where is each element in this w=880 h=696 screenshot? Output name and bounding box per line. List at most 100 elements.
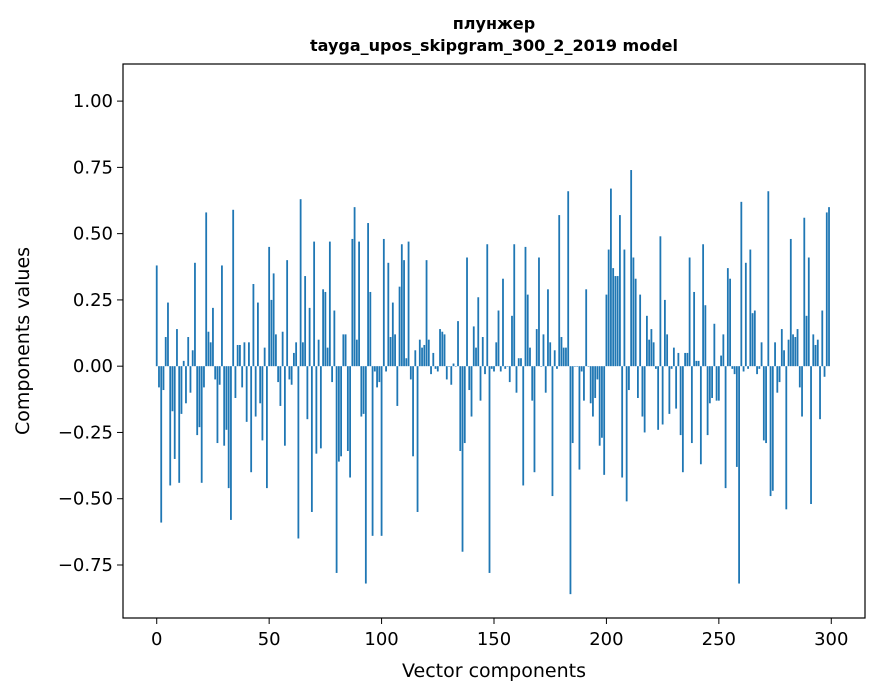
bar	[488, 366, 491, 573]
x-axis-ticks: 0 50 100 150 200 250 300	[151, 618, 848, 650]
bar	[733, 366, 736, 375]
bar	[753, 310, 756, 367]
bar	[155, 265, 158, 367]
bar	[270, 299, 273, 367]
bar	[227, 366, 230, 489]
bar	[189, 366, 192, 393]
bar	[695, 360, 698, 367]
bar	[657, 366, 660, 430]
bar	[342, 334, 345, 367]
bar	[686, 352, 689, 367]
bar	[511, 315, 513, 367]
x-tick-label: 0	[151, 629, 162, 650]
bar	[421, 347, 423, 367]
chart-subtitle: tayga_upos_skipgram_300_2_2019 model	[310, 36, 678, 55]
bar	[659, 236, 662, 367]
bar	[158, 366, 160, 388]
bar	[196, 366, 199, 436]
bar	[187, 337, 190, 367]
bar	[470, 366, 473, 417]
bar	[601, 366, 603, 438]
bar	[457, 321, 459, 367]
bar	[389, 337, 392, 367]
bar	[816, 339, 819, 367]
bar	[677, 352, 680, 367]
bar	[169, 366, 172, 486]
bar	[785, 366, 788, 510]
bar	[771, 366, 774, 491]
bar	[160, 366, 163, 523]
bar	[542, 334, 545, 367]
bar	[409, 366, 412, 380]
bar	[560, 337, 563, 367]
bar	[484, 366, 486, 375]
bar	[317, 339, 320, 367]
bar	[807, 257, 810, 367]
bar	[441, 331, 444, 367]
bar	[297, 366, 300, 539]
bar	[765, 366, 767, 444]
bar	[529, 347, 531, 367]
bar	[176, 329, 178, 367]
bar	[221, 265, 223, 367]
bar	[275, 334, 277, 367]
bar	[713, 323, 716, 367]
bar	[502, 278, 504, 367]
bar	[679, 366, 682, 436]
bar	[810, 366, 812, 505]
bar	[760, 342, 763, 367]
bar	[580, 366, 583, 372]
x-tick-label: 50	[258, 629, 281, 650]
bar	[466, 257, 468, 367]
bar	[351, 238, 354, 367]
bar	[747, 366, 749, 369]
bar	[803, 217, 806, 367]
bar	[423, 344, 426, 367]
bar	[583, 366, 585, 401]
bar	[380, 366, 383, 536]
bar	[690, 366, 693, 444]
bar	[495, 342, 498, 367]
bar	[371, 366, 374, 536]
bar	[461, 366, 464, 552]
bar	[711, 366, 713, 398]
y-tick-label: −0.75	[58, 555, 113, 576]
bar	[778, 366, 781, 383]
bar	[549, 342, 552, 367]
bar	[668, 366, 671, 414]
bar	[630, 170, 633, 367]
bar	[459, 366, 462, 451]
bar	[562, 347, 565, 367]
bar	[203, 366, 205, 388]
bar	[295, 342, 298, 367]
bar	[821, 310, 824, 367]
bar	[594, 366, 597, 398]
bar	[335, 366, 338, 573]
bar	[634, 278, 637, 367]
bar	[232, 209, 235, 367]
bar	[699, 366, 702, 465]
bar	[479, 366, 482, 401]
bar	[819, 366, 821, 420]
bar	[448, 366, 450, 367]
bar	[517, 358, 520, 367]
bar	[490, 366, 493, 369]
bar	[632, 257, 635, 367]
bar	[675, 366, 678, 409]
bar	[252, 284, 255, 367]
bar	[164, 337, 167, 367]
bar	[333, 310, 336, 367]
bar	[605, 294, 608, 367]
bar	[475, 347, 477, 367]
bar	[531, 366, 534, 401]
x-axis-label: Vector components	[402, 660, 586, 682]
bar	[614, 276, 617, 367]
bar	[216, 366, 219, 444]
bar	[272, 273, 275, 367]
bar	[610, 188, 612, 367]
bar	[198, 366, 201, 428]
bar	[825, 212, 828, 367]
bar	[623, 249, 626, 367]
x-tick-label: 250	[702, 629, 736, 650]
bar	[299, 199, 302, 367]
